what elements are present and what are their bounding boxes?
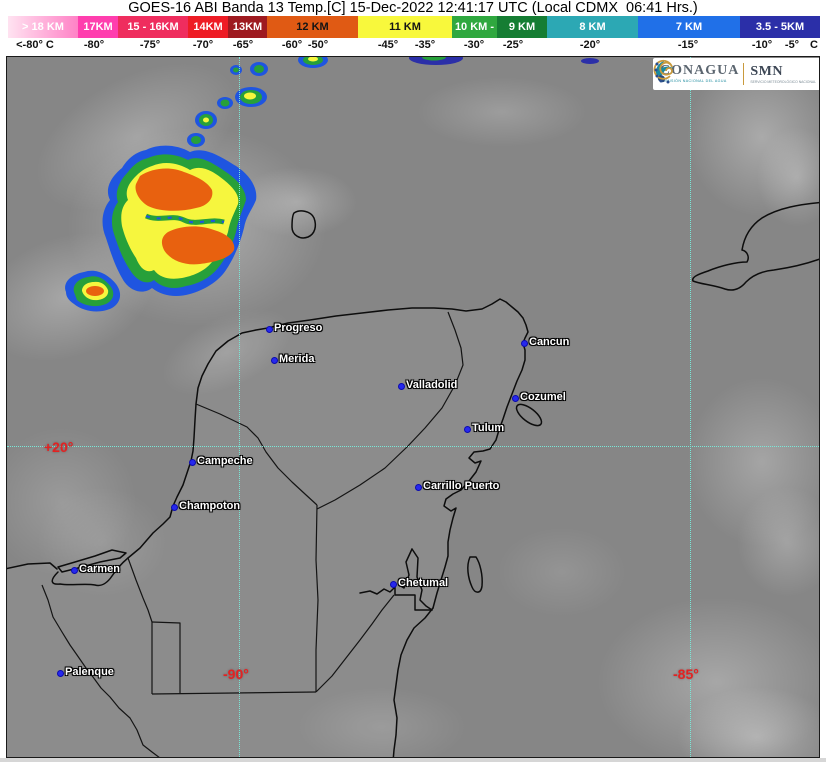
colorbar-segment: 14KM: [188, 16, 228, 38]
cloud-patch: [497, 527, 627, 617]
colorbar-segment: 11 KM: [358, 16, 452, 38]
city-dot: [464, 426, 471, 433]
product-title: GOES-16 ABI Banda 13 Temp.[C] 15-Dec-202…: [128, 0, 698, 16]
gridline-longitude-85w: [690, 57, 691, 757]
colorbar-segment: 13KM: [228, 16, 267, 38]
cozumel-island: [515, 403, 543, 427]
gridline-latitude-20n: [7, 446, 819, 447]
cloud-patch: [757, 127, 819, 227]
city-dot: [171, 504, 178, 511]
cuba-coastline: [691, 201, 819, 291]
coordinate-label-lon85: -85°: [673, 666, 699, 682]
alacranes-reef: [291, 210, 317, 239]
conagua-logo: CONAGUA COMISIÓN NACIONAL DEL AGUA: [660, 64, 739, 83]
smn-subtitle: SERVICIO METEOROLÓGICO NACIONAL: [750, 79, 817, 84]
convection-cluster: [65, 145, 257, 312]
altitude-colorbar: > 18 KM 17KM 15 - 16KM 14KM 13KM 12 KM 1…: [8, 16, 820, 38]
colorbar-segment: 3.5 - 5KM: [740, 16, 820, 38]
city-dot: [189, 459, 196, 466]
temp-label: -25°: [502, 39, 524, 51]
geography-svg: [7, 57, 819, 757]
temp-label: -35°: [414, 39, 436, 51]
city-label: Tulum: [472, 422, 505, 434]
conagua-subtitle: COMISIÓN NACIONAL DEL AGUA: [660, 78, 727, 83]
temp-label: -50°: [307, 39, 329, 51]
gridline-longitude-90w: [239, 57, 240, 757]
convection-cells: [187, 57, 599, 147]
city-dot: [512, 395, 519, 402]
temp-label: -60°: [281, 39, 303, 51]
smn-logo: SMN SERVICIO METEOROLÓGICO NACIONAL: [750, 64, 816, 85]
state-borders: [41, 311, 464, 757]
temp-label: -20°: [579, 39, 601, 51]
city-dot: [390, 581, 397, 588]
temp-label: -75°: [139, 39, 161, 51]
city-label: Merida: [279, 353, 315, 365]
colorbar-segment: 8 KM: [547, 16, 638, 38]
city-label: Carrillo Puerto: [423, 480, 500, 492]
temp-label: -5°: [784, 39, 800, 51]
landmass-fill: [7, 299, 528, 757]
coastline: [7, 298, 529, 757]
cloud-patch: [417, 77, 587, 147]
colorbar-segment: 9 KM: [497, 16, 547, 38]
temperature-scale: <-80° C -80° -75° -70° -65° -60° -50° -4…: [0, 38, 826, 56]
city-label: Cancun: [529, 336, 570, 348]
city-label: Chetumal: [398, 577, 449, 589]
ambergris-island: [467, 556, 483, 593]
logo-box: CONAGUA COMISIÓN NACIONAL DEL AGUA SMN S…: [653, 58, 819, 90]
temp-label: C: [810, 39, 818, 51]
cloud-patch: [687, 377, 819, 547]
city-dot: [398, 383, 405, 390]
islands: [291, 210, 543, 593]
city-label: Progreso: [274, 322, 323, 334]
city-dot: [271, 357, 278, 364]
temp-label: -65°: [232, 39, 254, 51]
city-dot: [521, 340, 528, 347]
cloud-patch: [7, 427, 137, 577]
coordinate-label-lon90: -90°: [223, 666, 249, 682]
cloud-patch: [237, 167, 357, 237]
logo-divider: [743, 63, 745, 85]
cloud-patch: [297, 687, 467, 757]
cloud-patch: [737, 487, 819, 597]
city-label: Valladolid: [406, 379, 458, 391]
colorbar-segment: 7 KM: [638, 16, 740, 38]
city-dot: [266, 326, 273, 333]
colorbar-segment: 17KM: [78, 16, 118, 38]
temp-label: -70°: [192, 39, 214, 51]
city-label: Carmen: [79, 563, 120, 575]
colorbar-segment: 10 KM -: [452, 16, 497, 38]
colorbar-segment: 15 - 16KM: [118, 16, 188, 38]
temp-label: -45°: [377, 39, 399, 51]
temp-label: -80°: [83, 39, 105, 51]
conagua-wordmark: CONAGUA: [660, 63, 740, 79]
city-label: Cozumel: [520, 391, 566, 403]
cloud-patch: [597, 597, 819, 757]
temp-label: -30°: [463, 39, 485, 51]
temp-label: -15°: [677, 39, 699, 51]
colorbar-segment: > 18 KM: [8, 16, 78, 38]
coordinate-label-lat20: +20°: [44, 439, 74, 455]
temp-label: <-80° C: [16, 39, 54, 51]
city-label: Champoton: [179, 500, 241, 512]
city-dot: [71, 567, 78, 574]
temp-label: -10°: [751, 39, 773, 51]
city-label: Palenque: [65, 666, 114, 678]
city-dot: [57, 670, 64, 677]
city-label: Campeche: [197, 455, 253, 467]
map-canvas: +20° -90° -85° Progreso Merida Valladoli…: [6, 56, 820, 758]
city-dot: [415, 484, 422, 491]
bottom-margin: [0, 758, 826, 762]
colorbar-segment: 12 KM: [267, 16, 358, 38]
smn-wordmark: SMN: [750, 63, 783, 79]
